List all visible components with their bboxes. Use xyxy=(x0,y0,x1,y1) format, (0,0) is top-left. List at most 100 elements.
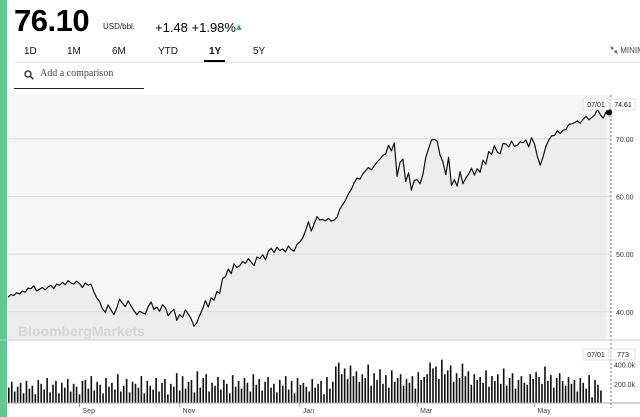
collapse-arrows-icon xyxy=(610,46,618,54)
search-icon xyxy=(24,70,34,80)
volume-bar xyxy=(564,385,567,403)
volume-bar xyxy=(517,379,520,403)
volume-bar xyxy=(544,366,546,403)
comparison-search[interactable] xyxy=(14,64,146,89)
volume-bar xyxy=(455,373,458,403)
volume-bar xyxy=(558,373,561,403)
tab-6m[interactable]: 6M xyxy=(112,46,126,57)
tab-1y[interactable]: 1Y xyxy=(209,46,222,57)
volume-bar xyxy=(69,391,72,403)
volume-bar xyxy=(178,390,181,403)
volume-bar xyxy=(396,378,399,403)
volume-bar xyxy=(467,371,470,403)
active-tab-underline xyxy=(204,60,225,62)
volume-bar xyxy=(205,374,207,403)
volume-bar xyxy=(482,382,484,403)
volume-bar xyxy=(370,385,372,403)
price-unit: USD/bbl. xyxy=(103,22,136,31)
price-fill xyxy=(8,109,606,341)
volume-bar xyxy=(349,365,352,403)
volume-bar xyxy=(267,377,269,403)
volume-bar xyxy=(40,383,43,403)
volume-bar xyxy=(28,388,31,403)
volume-bar xyxy=(511,373,514,403)
volume-bar xyxy=(119,391,122,403)
volume-bar xyxy=(81,380,84,403)
volume-bar xyxy=(402,385,405,403)
tab-5y[interactable]: 5Y xyxy=(253,46,266,57)
volume-bar xyxy=(234,386,237,403)
volume-bar xyxy=(16,386,19,403)
volume-bar xyxy=(52,384,54,403)
volume-date-tag: 07/01 xyxy=(587,352,605,359)
volume-bar xyxy=(305,386,308,403)
volume-bar xyxy=(155,378,157,403)
volume-bar xyxy=(505,385,508,403)
volume-bar xyxy=(63,387,66,403)
volume-bar xyxy=(499,383,502,403)
volume-bar xyxy=(317,383,319,403)
volume-bar xyxy=(211,382,213,403)
volume-bar xyxy=(143,393,146,403)
price-area xyxy=(8,95,611,341)
volume-bar xyxy=(579,378,582,403)
volume-bar xyxy=(299,384,302,403)
volume-bar xyxy=(25,380,28,403)
volume-bar xyxy=(152,389,154,403)
volume-bar xyxy=(46,378,48,403)
tab-ytd[interactable]: YTD xyxy=(158,46,178,57)
volume-value-tag: 773 xyxy=(617,352,629,359)
y-tick-label: 60.00 xyxy=(616,194,634,201)
tab-1m[interactable]: 1M xyxy=(67,46,81,57)
x-tick-label: Nov xyxy=(183,408,196,415)
volume-bar xyxy=(385,375,387,403)
volume-bar xyxy=(202,378,205,403)
volume-bar xyxy=(128,392,131,403)
volume-bar xyxy=(417,372,420,403)
volume-bar xyxy=(555,378,558,403)
volume-bar xyxy=(249,391,252,403)
volume-bar xyxy=(190,379,193,403)
volume-bar xyxy=(220,389,222,403)
plot-background xyxy=(8,95,611,340)
tab-1d[interactable]: 1D xyxy=(24,46,37,57)
volume-bar xyxy=(66,379,69,403)
volume-bar xyxy=(352,376,355,403)
volume-bar xyxy=(149,385,152,403)
volume-bar xyxy=(523,382,526,403)
volume-bar xyxy=(146,380,149,403)
volume-bar xyxy=(167,394,169,403)
volume-bar xyxy=(464,376,467,403)
volume-date-tag-box xyxy=(582,348,610,361)
volume-bar xyxy=(470,384,473,403)
last-value-tag-box xyxy=(610,98,636,111)
volume-bar xyxy=(532,379,534,403)
volume-bar xyxy=(426,374,428,403)
volume-bar xyxy=(567,377,570,403)
comparison-input[interactable] xyxy=(38,67,146,80)
volume-bar xyxy=(131,381,134,403)
volume-bar xyxy=(520,376,523,403)
x-axis-ticks: SepNovJanMarMayJul xyxy=(79,403,551,415)
volume-bar xyxy=(43,389,45,403)
y-tick-label: 40.00 xyxy=(616,310,634,317)
volume-bar xyxy=(187,381,190,403)
volume-bar xyxy=(237,380,240,403)
volume-bar xyxy=(529,374,532,403)
volume-tick-label: 200.0k xyxy=(614,382,636,389)
volume-bar xyxy=(264,381,266,403)
volume-bar xyxy=(276,392,278,403)
volume-bar xyxy=(61,382,63,403)
volume-bar xyxy=(485,370,487,403)
volume-bar xyxy=(137,387,140,403)
volume-bar xyxy=(214,385,216,403)
volume-bar xyxy=(172,386,175,403)
volume-bar xyxy=(355,371,358,403)
volume-bar xyxy=(582,382,585,403)
minimize-button[interactable]: MINIMI xyxy=(610,46,640,55)
volume-bar xyxy=(240,388,243,403)
volume-bar xyxy=(99,384,101,403)
volume-bar xyxy=(102,393,104,403)
volume-bar xyxy=(600,390,602,403)
volume-bar xyxy=(72,383,75,403)
